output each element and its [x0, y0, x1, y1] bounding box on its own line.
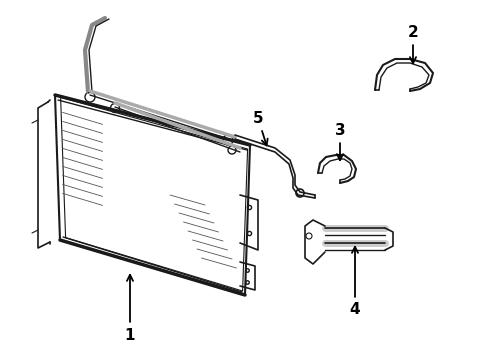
Text: 4: 4 [350, 247, 360, 318]
Text: 2: 2 [408, 24, 418, 63]
Text: 1: 1 [125, 275, 135, 342]
Text: 3: 3 [335, 122, 345, 160]
Text: 5: 5 [253, 111, 268, 145]
